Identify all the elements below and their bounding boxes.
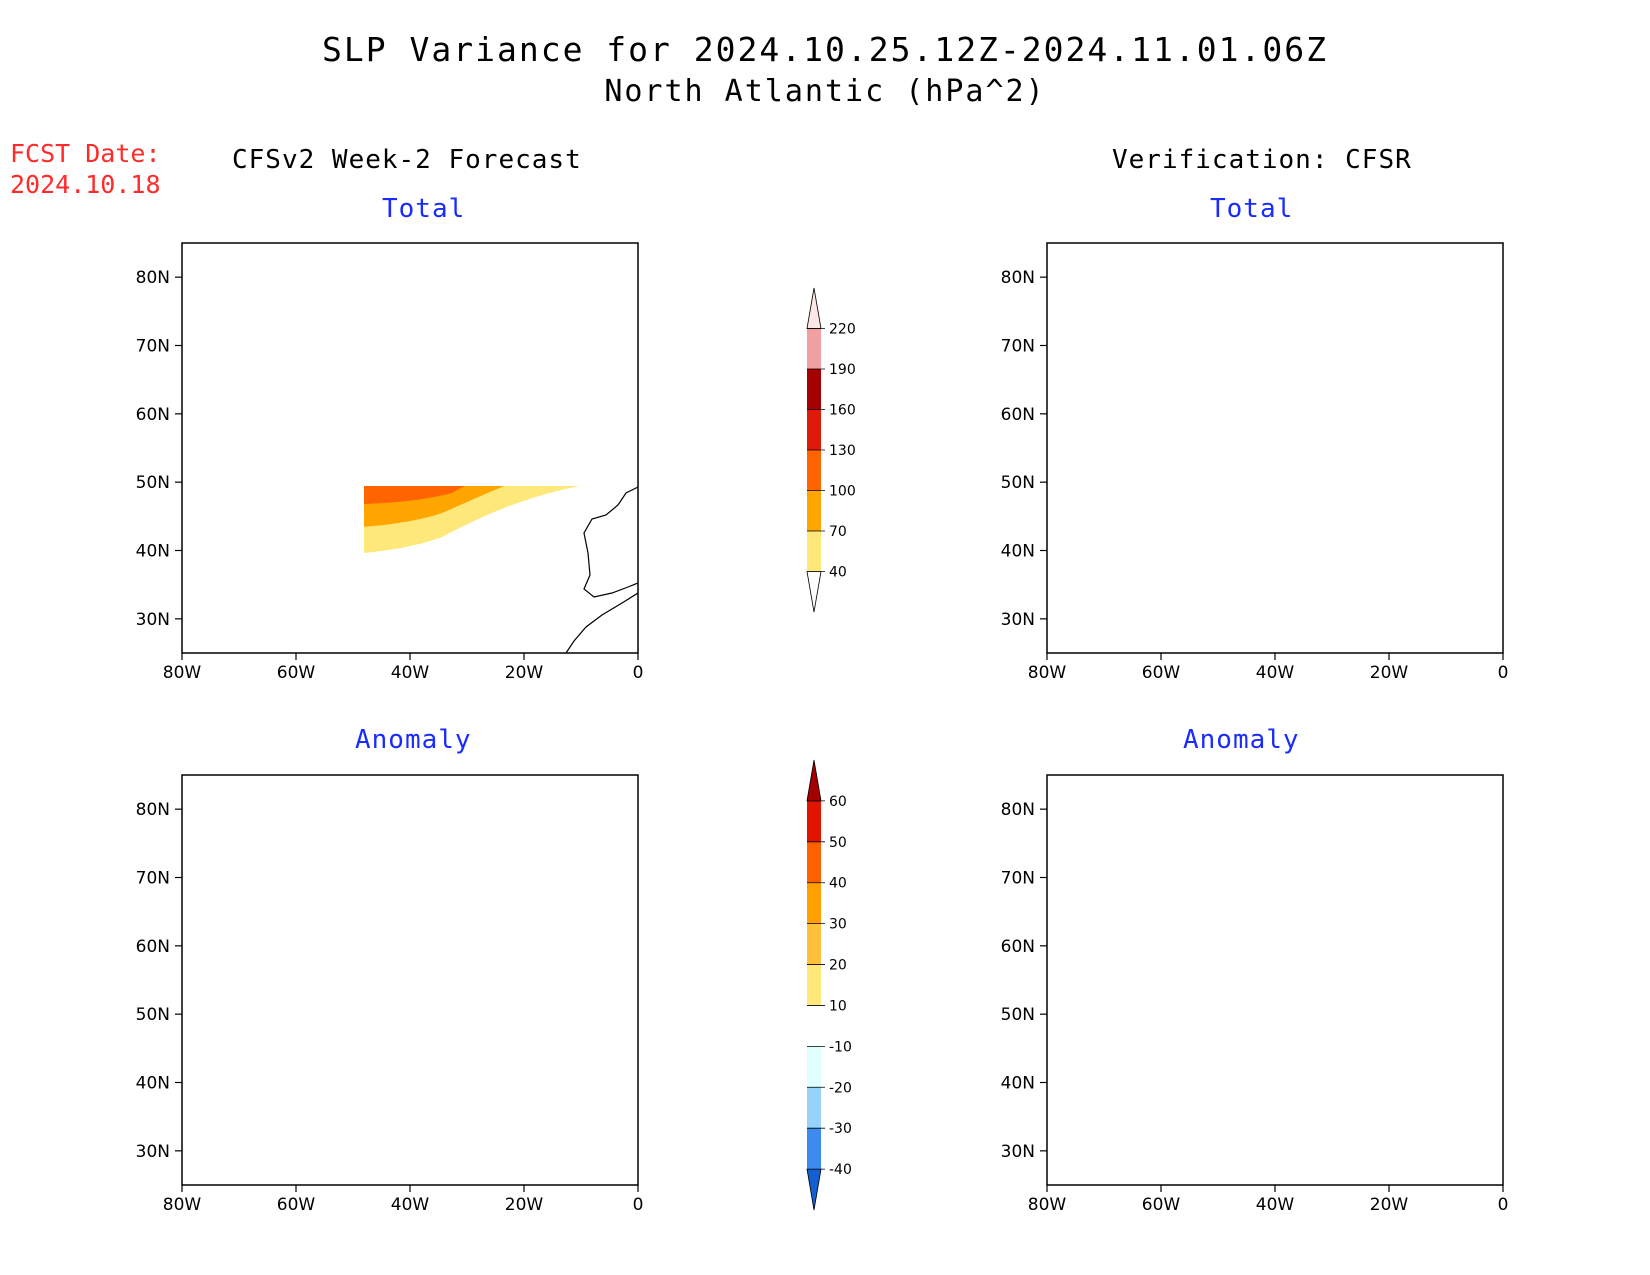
verification-total-lat-label: 70N (1001, 337, 1035, 357)
total-colorbar-swatch (806, 571, 822, 613)
anomaly-colorbar-label: 20 (829, 958, 847, 974)
verification-anomaly-lat-label: 30N (1001, 1142, 1035, 1162)
anomaly-colorbar-swatch (807, 1005, 821, 1047)
forecast-anomaly-lat-label: 30N (136, 1142, 170, 1162)
anomaly-colorbar-label: 10 (829, 998, 847, 1014)
anomaly-colorbar-label: 50 (829, 835, 847, 851)
anomaly-colorbar-label: 60 (829, 794, 847, 810)
verification-anomaly-lon-label: 40W (1256, 1195, 1295, 1215)
total-colorbar-swatch (806, 287, 822, 329)
verification-total-lon-label: 60W (1142, 663, 1181, 683)
forecast-total-lon-label: 80W (163, 663, 202, 683)
anomaly-colorbar-swatch (807, 923, 821, 965)
verification-anomaly-lat-label: 40N (1001, 1074, 1035, 1094)
total-colorbar-swatch (807, 369, 821, 410)
verification-total-title: Total (1210, 194, 1294, 224)
anomaly-colorbar: -40 -30 -20 -10 10 20 30 40 50 60 (806, 759, 852, 1211)
fcst-date-label: FCST Date: (10, 139, 161, 168)
forecast-column-title: CFSv2 Week-2 Forecast (232, 145, 582, 175)
verification-total-map (1046, 242, 1504, 654)
anomaly-colorbar-label: -40 (829, 1162, 852, 1178)
forecast-total-map (181, 242, 639, 654)
anomaly-colorbar-swatch (807, 1046, 821, 1088)
verification-total-lon-label: 80W (1028, 663, 1067, 683)
total-colorbar-label: 100 (829, 484, 856, 500)
forecast-anomaly-lon-label: 60W (277, 1195, 316, 1215)
anomaly-colorbar-label: -30 (829, 1121, 852, 1137)
anomaly-colorbar-swatch (807, 841, 821, 883)
forecast-anomaly-lon-label: 20W (505, 1195, 544, 1215)
anomaly-colorbar-label: 40 (829, 876, 847, 892)
anomaly-colorbar-swatch (807, 800, 821, 842)
verification-anomaly-lat-label: 50N (1001, 1005, 1035, 1025)
total-colorbar-label: 160 (829, 403, 856, 419)
verification-total-lat-label: 30N (1001, 610, 1035, 630)
forecast-total-lat-label: 50N (136, 473, 170, 493)
forecast-anomaly-title: Anomaly (355, 725, 472, 755)
verification-total-lat-label: 40N (1001, 542, 1035, 562)
total-colorbar-label: 130 (829, 443, 856, 459)
verification-total-lat-label: 80N (1001, 268, 1035, 288)
anomaly-colorbar-swatch (807, 1128, 821, 1170)
anomaly-colorbar-swatch (807, 964, 821, 1006)
forecast-anomaly-lat-label: 60N (136, 937, 170, 957)
forecast-anomaly-lon-label: 40W (391, 1195, 430, 1215)
forecast-total-lat-label: 70N (136, 337, 170, 357)
total-colorbar: 40 70 100 130 160 190 220 (806, 287, 856, 613)
chart-subtitle: North Atlantic (hPa^2) (604, 74, 1046, 109)
total-colorbar-swatch (807, 450, 821, 491)
verification-anomaly-map (1046, 774, 1504, 1186)
total-colorbar-swatch (807, 490, 821, 531)
verification-total-lat-label: 60N (1001, 405, 1035, 425)
verification-anomaly-lon-label: 60W (1142, 1195, 1181, 1215)
verification-anomaly-lat-label: 80N (1001, 800, 1035, 820)
anomaly-colorbar-label: 30 (829, 917, 847, 933)
total-colorbar-swatch (807, 328, 821, 369)
fcst-date-value: 2024.10.18 (10, 170, 161, 199)
fcst-date-block: FCST Date: 2024.10.18 (10, 138, 161, 200)
total-colorbar-label: 70 (829, 524, 847, 540)
chart-title: SLP Variance for 2024.10.25.12Z-2024.11.… (322, 30, 1328, 69)
forecast-total-lat-label: 30N (136, 610, 170, 630)
forecast-total-lon-label: 0 (633, 663, 644, 683)
forecast-anomaly-map (181, 774, 639, 1186)
verification-anomaly-lon-label: 20W (1370, 1195, 1409, 1215)
forecast-total-title: Total (382, 194, 466, 224)
anomaly-colorbar-swatch (807, 882, 821, 924)
anomaly-colorbar-label: -20 (829, 1080, 852, 1096)
verification-total-lon-label: 20W (1370, 663, 1409, 683)
verification-total-lon-label: 40W (1256, 663, 1295, 683)
verification-anomaly-lat-label: 60N (1001, 937, 1035, 957)
forecast-anomaly-lat-label: 70N (136, 869, 170, 889)
forecast-total-lon-label: 20W (505, 663, 544, 683)
forecast-anomaly-lon-label: 0 (633, 1195, 644, 1215)
forecast-total-lat-label: 40N (136, 542, 170, 562)
forecast-anomaly-lat-label: 80N (136, 800, 170, 820)
forecast-total-lat-label: 80N (136, 268, 170, 288)
anomaly-colorbar-swatch (806, 1168, 822, 1211)
verification-anomaly-lon-label: 0 (1498, 1195, 1509, 1215)
total-colorbar-label: 220 (829, 322, 856, 338)
anomaly-colorbar-label: -10 (829, 1039, 852, 1055)
verification-total-lon-label: 0 (1498, 663, 1509, 683)
anomaly-colorbar-swatch (806, 759, 822, 802)
forecast-total-lat-label: 60N (136, 405, 170, 425)
forecast-total-lon-label: 60W (277, 663, 316, 683)
forecast-anomaly-lat-label: 40N (136, 1074, 170, 1094)
anomaly-colorbar-swatch (807, 1087, 821, 1129)
forecast-anomaly-lon-label: 80W (163, 1195, 202, 1215)
total-colorbar-swatch (807, 409, 821, 450)
forecast-total-lon-label: 40W (391, 663, 430, 683)
forecast-anomaly-lat-label: 50N (136, 1005, 170, 1025)
verification-column-title: Verification: CFSR (1112, 145, 1412, 175)
verification-anomaly-lat-label: 70N (1001, 869, 1035, 889)
total-colorbar-label: 190 (829, 362, 856, 378)
axis-ticks-layer: 80N 70N 60N 50N 40N 30N 80W 60W 40W 20W 0 80N 70N 60N… (136, 268, 1509, 1215)
total-colorbar-swatch (807, 531, 821, 572)
total-colorbar-label: 40 (829, 565, 847, 581)
verification-anomaly-title: Anomaly (1183, 725, 1300, 755)
verification-anomaly-lon-label: 80W (1028, 1195, 1067, 1215)
verification-total-lat-label: 50N (1001, 473, 1035, 493)
